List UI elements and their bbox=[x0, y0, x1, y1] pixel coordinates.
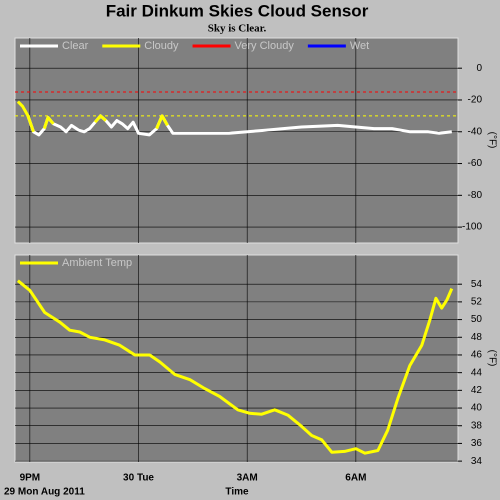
y-tick-label: 48 bbox=[471, 332, 483, 343]
data-line bbox=[26, 114, 452, 137]
y-tick-label: 54 bbox=[471, 279, 483, 290]
y-tick-label: 0 bbox=[476, 63, 482, 74]
legend-label: Clear bbox=[62, 40, 89, 52]
y-axis-label: (°F) bbox=[486, 350, 497, 367]
plot-area bbox=[14, 37, 459, 244]
y-axis-label: (°F) bbox=[486, 132, 497, 149]
chart-subtitle: Sky is Clear. bbox=[208, 23, 267, 35]
legend-label: Very Cloudy bbox=[235, 40, 295, 52]
legend-label: Ambient Temp bbox=[62, 257, 132, 269]
y-tick-label: -100 bbox=[462, 222, 482, 233]
legend-label: Cloudy bbox=[144, 40, 179, 52]
x-tick-label: 30 Tue bbox=[123, 473, 154, 484]
x-tick-label: 6AM bbox=[345, 473, 366, 484]
y-tick-label: 50 bbox=[471, 314, 483, 325]
y-tick-label: 42 bbox=[471, 385, 483, 396]
x-axis-label: Time bbox=[225, 487, 249, 498]
y-tick-label: 34 bbox=[471, 456, 483, 467]
y-tick-label: 40 bbox=[471, 403, 483, 414]
legend-label: Wet bbox=[350, 40, 369, 52]
x-tick-label: 3AM bbox=[237, 473, 258, 484]
data-line bbox=[16, 100, 169, 133]
y-tick-label: 44 bbox=[471, 367, 483, 378]
y-tick-label: -60 bbox=[468, 158, 483, 169]
y-tick-label: -80 bbox=[468, 190, 483, 201]
chart-title: Fair Dinkum Skies Cloud Sensor bbox=[106, 1, 369, 20]
data-line bbox=[16, 279, 454, 455]
y-tick-label: 38 bbox=[471, 420, 483, 431]
x-tick-label: 9PM bbox=[20, 473, 41, 484]
plot-area bbox=[14, 254, 459, 463]
y-tick-label: 52 bbox=[471, 297, 483, 308]
date-label: 29 Mon Aug 2011 bbox=[4, 487, 85, 498]
y-tick-label: 46 bbox=[471, 350, 483, 361]
y-tick-label: 36 bbox=[471, 438, 483, 449]
y-tick-label: -40 bbox=[468, 126, 483, 137]
y-tick-label: -20 bbox=[468, 95, 483, 106]
